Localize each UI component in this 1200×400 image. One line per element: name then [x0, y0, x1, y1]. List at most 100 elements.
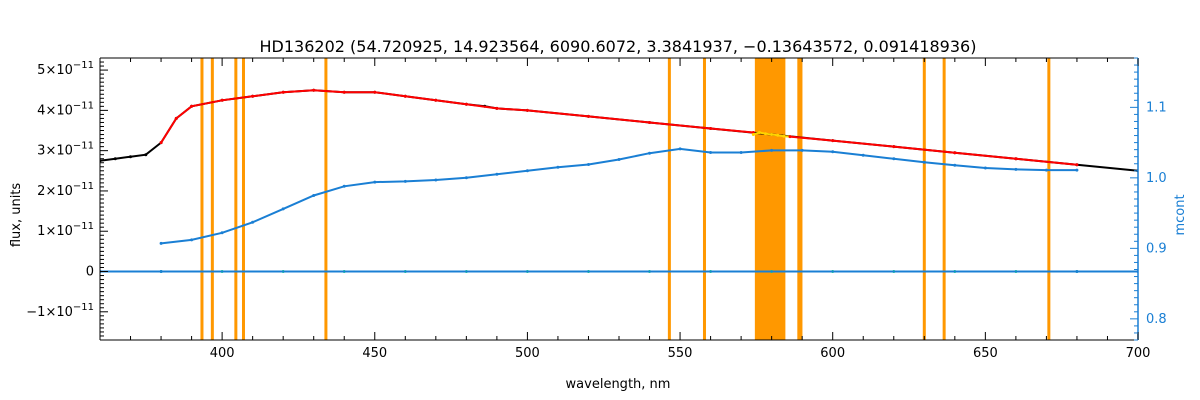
series-1-point-0: [159, 141, 163, 145]
y-tick-label: 5×10−11: [37, 60, 94, 78]
series-1-point-4: [251, 94, 255, 98]
series-line-1: [160, 89, 754, 144]
series-1-point-16: [709, 127, 713, 130]
series-5-point-12: [525, 169, 529, 173]
masked-line-6: [702, 58, 706, 340]
y-tick-label: 1×10−11: [37, 221, 94, 239]
series-5-point-2: [220, 231, 224, 235]
series-2-point-2: [764, 132, 767, 136]
y-tick-mantissa: 1×10: [37, 224, 73, 239]
y-tick-label: 2×10−11: [37, 181, 94, 199]
series-3-point-4: [1014, 157, 1018, 161]
y-right-axis-title: mcont: [1173, 194, 1188, 235]
x-tick-label: 600: [820, 346, 845, 361]
series-1-point-15: [648, 121, 651, 124]
series-0-point-3: [144, 153, 148, 157]
series-6-point-2: [1075, 270, 1079, 273]
axes-frame: [99, 57, 1139, 341]
series-1-point-3: [220, 98, 224, 102]
series-5-point-6: [342, 184, 346, 188]
series-line-3: [789, 135, 1077, 166]
series-5-point-15: [617, 158, 621, 161]
series-5-point-27: [983, 166, 987, 170]
x-tick-label: 700: [1126, 346, 1151, 361]
series-5-point-22: [831, 150, 835, 154]
series-5-point-13: [556, 165, 560, 169]
series-5-point-14: [587, 163, 590, 166]
y-tick-exponent: −11: [73, 141, 94, 152]
series-5-point-8: [403, 179, 407, 183]
series-1-point-5: [281, 90, 285, 94]
series-5-point-29: [1044, 168, 1048, 172]
series-1-point-13: [525, 108, 529, 112]
y-tick-mantissa: 3×10: [37, 144, 73, 159]
series-0-point-1: [113, 157, 117, 161]
y-right-tick-label: 1.0: [1146, 171, 1167, 186]
y-tick-mantissa: −1×10: [26, 305, 73, 320]
series-5-point-0: [159, 241, 163, 245]
y-tick-label: 4×10−11: [37, 100, 94, 118]
series-1-point-11: [464, 102, 468, 106]
series-2-point-1: [757, 131, 761, 134]
series-5-point-5: [312, 194, 316, 197]
series-2-point-4: [776, 133, 780, 137]
masked-line-4: [324, 58, 328, 340]
y-tick-exponent: −11: [73, 181, 94, 192]
series-1-point-6: [312, 88, 316, 92]
series-3-point-5: [1075, 163, 1079, 167]
y-tick-mantissa: 2×10: [37, 184, 73, 199]
series-5-point-21: [800, 148, 804, 152]
y-tick-label: 3×10−11: [37, 141, 94, 159]
x-axis-title: wavelength, nm: [566, 377, 671, 392]
x-tick-label: 400: [210, 346, 235, 361]
y-right-tick-label: 0.8: [1146, 312, 1167, 327]
series-6-point-1: [159, 270, 163, 273]
masked-line-3: [241, 58, 245, 340]
series-1-point-14: [587, 114, 590, 118]
series-5-point-28: [1014, 167, 1018, 171]
series-2-point-5: [782, 134, 786, 138]
x-tick-label: 500: [515, 346, 540, 361]
y-axis-title: flux, units: [9, 183, 24, 248]
series-5-point-25: [922, 160, 926, 164]
series-1-point-7: [342, 90, 346, 94]
masked-line-0: [200, 58, 204, 340]
y-right-tick-label: 0.9: [1146, 241, 1167, 256]
series-1-point-12: [495, 106, 499, 110]
series-2-point-3: [770, 133, 774, 136]
y-tick-exponent: −11: [73, 302, 94, 313]
series-5-point-20: [770, 148, 774, 152]
x-tick-label: 550: [668, 346, 693, 361]
y-tick-exponent: −11: [73, 60, 94, 71]
series-5-point-26: [953, 163, 957, 167]
series-line-5: [160, 147, 1077, 245]
series-3-point-0: [788, 135, 792, 139]
x-tick-label: 650: [973, 346, 998, 361]
series-5-point-19: [739, 151, 743, 154]
y-tick-mantissa: 4×10: [37, 103, 73, 118]
series-5-point-16: [648, 151, 651, 155]
y-tick-mantissa: 0: [86, 265, 94, 280]
series-5-point-17: [678, 147, 682, 151]
series-3-point-3: [953, 151, 957, 155]
series-1-point-2: [190, 104, 194, 108]
series-3-point-2: [892, 145, 896, 149]
series-5-point-4: [281, 207, 285, 211]
chart-title: HD136202 (54.720925, 14.923564, 6090.607…: [260, 37, 977, 56]
y-tick-exponent: −11: [73, 221, 94, 232]
masked-band: [754, 58, 786, 340]
y-right-tick-label: 1.1: [1146, 100, 1167, 115]
series-5-point-9: [434, 178, 438, 182]
series-1-point-8: [373, 90, 377, 94]
masked-line-8: [799, 58, 803, 340]
x-tick-label: 450: [362, 346, 387, 361]
ticks: 400 450 500 550 600 650 700−1×10−1101×10−112×1…: [26, 57, 1167, 361]
series-5-point-24: [892, 157, 896, 161]
series-1-point-9: [403, 94, 407, 98]
series-1-point-10: [434, 98, 438, 102]
masked-line-7: [797, 58, 801, 340]
series-5-point-18: [709, 151, 713, 154]
series-5-point-11: [495, 172, 499, 176]
y-tick-mantissa: 5×10: [37, 63, 73, 78]
